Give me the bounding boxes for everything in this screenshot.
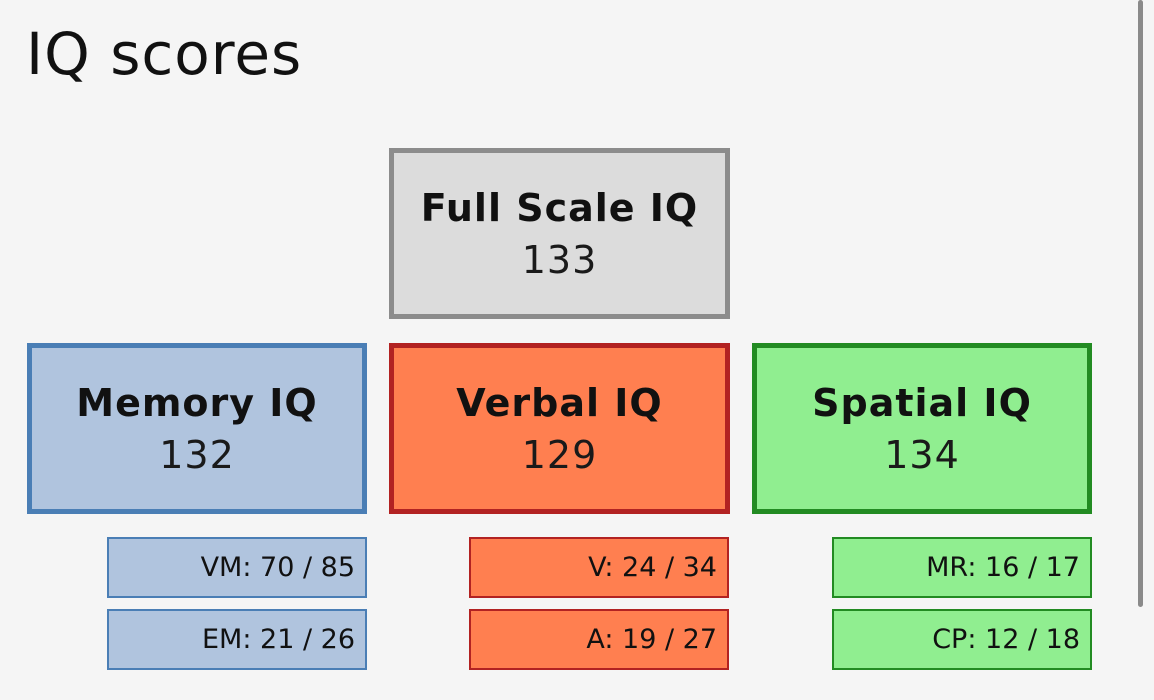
spatial-iq-card: Spatial IQ 134: [752, 343, 1092, 514]
memory-iq-card: Memory IQ 132: [27, 343, 367, 514]
subtest-a-score: A: 19 / 27: [469, 609, 729, 670]
page-title: IQ scores: [26, 20, 303, 88]
memory-iq-label: Memory IQ: [76, 380, 318, 425]
subtest-em-score: EM: 21 / 26: [107, 609, 367, 670]
subtest-cp-score: CP: 12 / 18: [832, 609, 1092, 670]
subtest-v-score: V: 24 / 34: [469, 537, 729, 598]
memory-iq-value: 132: [159, 432, 235, 477]
full-scale-iq-card: Full Scale IQ 133: [389, 148, 730, 319]
full-scale-iq-value: 133: [521, 237, 598, 282]
spatial-iq-value: 134: [884, 432, 960, 477]
verbal-iq-value: 129: [521, 432, 598, 477]
subtest-mr-score: MR: 16 / 17: [832, 537, 1092, 598]
verbal-iq-label: Verbal IQ: [456, 380, 663, 425]
verbal-iq-card: Verbal IQ 129: [389, 343, 730, 514]
spatial-iq-label: Spatial IQ: [812, 380, 1032, 425]
subtest-vm-score: VM: 70 / 85: [107, 537, 367, 598]
scrollbar-thumb[interactable]: [1138, 0, 1143, 607]
full-scale-iq-label: Full Scale IQ: [420, 185, 699, 230]
